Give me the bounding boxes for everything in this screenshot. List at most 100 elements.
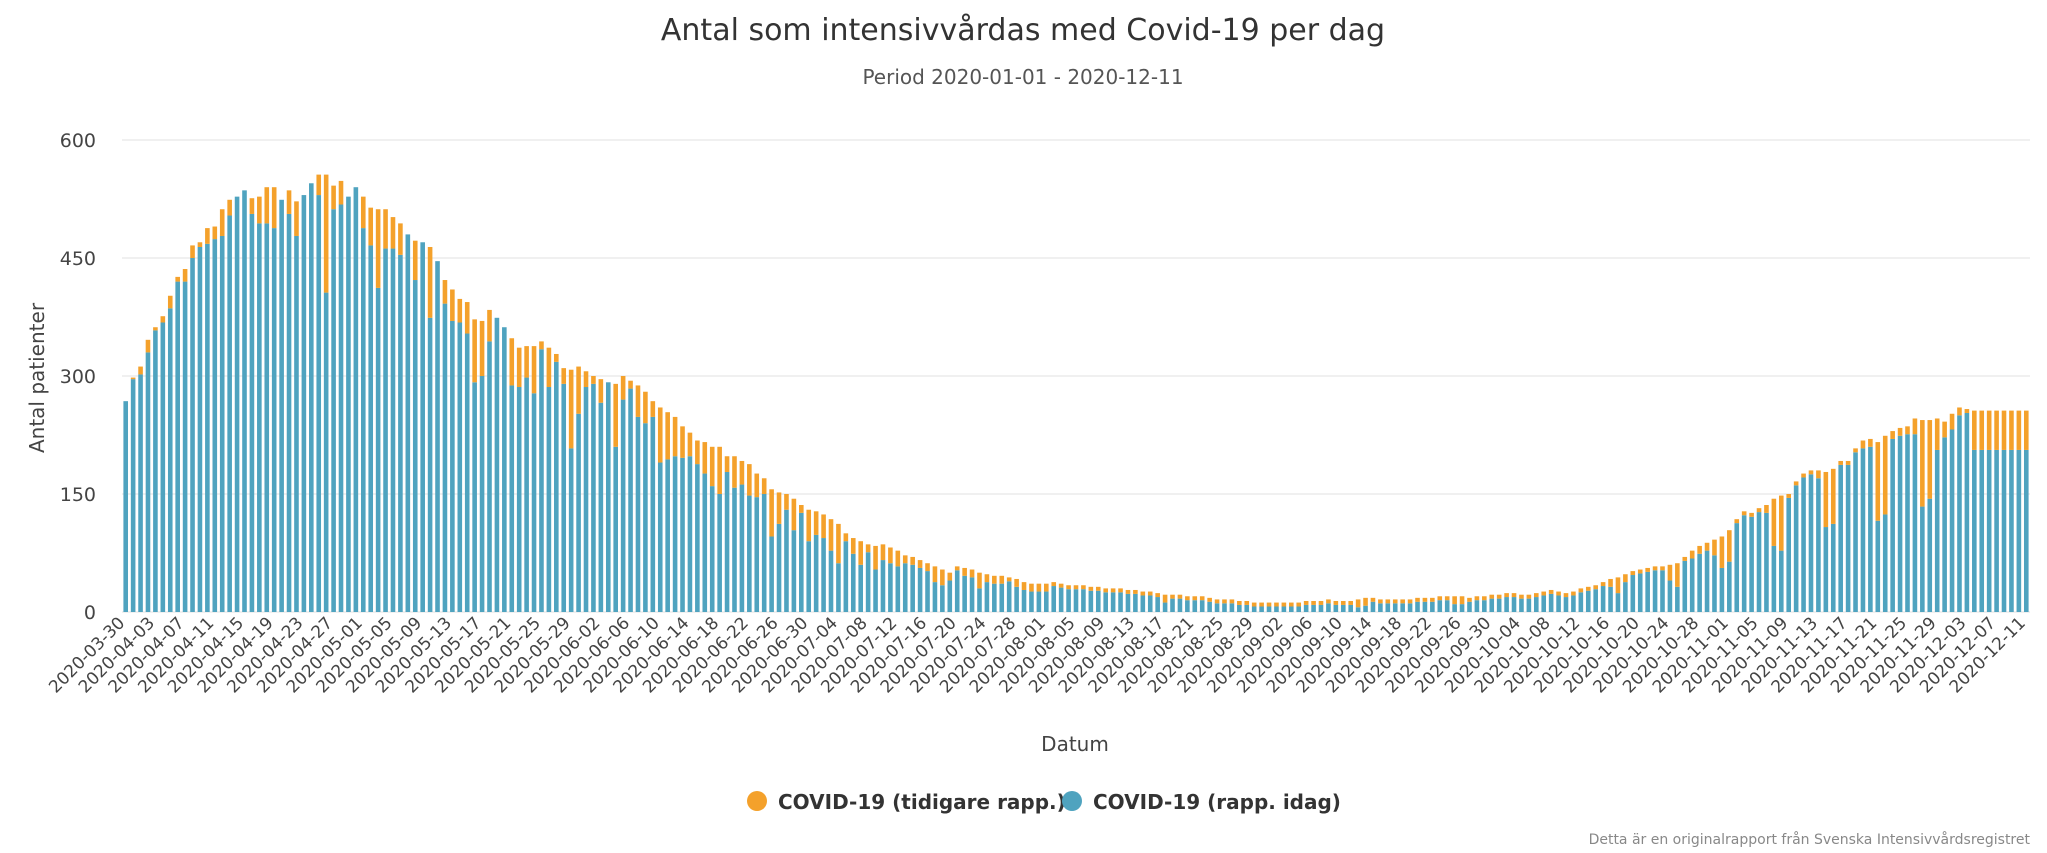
bar-today[interactable] [398, 254, 403, 612]
bar-earlier[interactable] [665, 412, 670, 460]
bar-today[interactable] [828, 550, 834, 612]
bar-earlier[interactable] [1972, 410, 1977, 450]
bar-today[interactable] [880, 560, 886, 612]
bar-earlier[interactable] [1370, 597, 1376, 602]
bar-today[interactable] [1185, 600, 1190, 612]
bar-earlier[interactable] [791, 498, 797, 531]
bar-today[interactable] [657, 462, 663, 612]
bar-today[interactable] [1422, 601, 1428, 612]
bar-today[interactable] [1162, 602, 1168, 612]
bar-earlier[interactable] [1318, 600, 1324, 605]
bar-earlier[interactable] [1363, 597, 1368, 606]
bar-earlier[interactable] [969, 569, 975, 578]
bar-earlier[interactable] [1801, 473, 1806, 478]
bar-earlier[interactable] [1786, 494, 1792, 498]
bar-today[interactable] [227, 215, 232, 612]
bar-today[interactable] [457, 322, 463, 612]
bar-earlier[interactable] [1281, 602, 1287, 607]
bar-earlier[interactable] [1311, 600, 1316, 605]
bar-today[interactable] [984, 582, 990, 612]
bar-today[interactable] [1355, 607, 1361, 612]
bar-earlier[interactable] [1511, 593, 1517, 598]
bar-earlier[interactable] [598, 379, 604, 403]
bar-earlier[interactable] [1749, 512, 1754, 517]
bar-today[interactable] [2001, 449, 2007, 612]
bar-earlier[interactable] [516, 347, 522, 388]
bar-today[interactable] [1704, 550, 1710, 612]
bar-today[interactable] [264, 223, 270, 612]
bar-earlier[interactable] [1392, 599, 1398, 604]
bar-earlier[interactable] [1095, 586, 1101, 591]
bar-earlier[interactable] [657, 407, 663, 463]
bar-today[interactable] [1615, 593, 1621, 612]
bar-earlier[interactable] [910, 556, 915, 565]
bar-today[interactable] [732, 487, 737, 612]
bar-today[interactable] [1868, 446, 1873, 612]
bar-earlier[interactable] [1704, 542, 1710, 551]
bar-today[interactable] [1905, 434, 1910, 612]
bar-today[interactable] [1623, 582, 1628, 612]
bar-today[interactable] [1237, 604, 1242, 612]
bar-earlier[interactable] [1073, 585, 1079, 590]
bar-today[interactable] [1385, 603, 1391, 612]
bar-today[interactable] [309, 183, 314, 612]
bar-today[interactable] [435, 261, 440, 612]
bar-today[interactable] [910, 564, 915, 612]
bar-today[interactable] [509, 385, 515, 612]
bar-earlier[interactable] [257, 196, 262, 224]
bar-earlier[interactable] [784, 494, 789, 510]
bar-today[interactable] [1882, 514, 1888, 612]
bar-earlier[interactable] [1675, 563, 1680, 587]
bar-earlier[interactable] [383, 209, 388, 249]
bar-earlier[interactable] [1979, 410, 1985, 450]
bar-earlier[interactable] [1185, 596, 1190, 601]
bar-today[interactable] [286, 213, 292, 612]
bar-earlier[interactable] [591, 376, 596, 384]
bar-earlier[interactable] [1162, 594, 1168, 603]
bar-today[interactable] [1860, 448, 1866, 612]
bar-earlier[interactable] [1489, 594, 1495, 599]
bar-earlier[interactable] [1355, 599, 1361, 608]
bar-earlier[interactable] [1147, 591, 1153, 596]
bar-earlier[interactable] [1957, 407, 1962, 416]
bar-today[interactable] [1058, 587, 1064, 612]
bar-today[interactable] [1437, 600, 1443, 612]
bar-today[interactable] [977, 588, 982, 612]
bar-earlier[interactable] [1237, 600, 1242, 605]
bar-earlier[interactable] [197, 242, 203, 247]
bar-today[interactable] [717, 494, 722, 612]
bar-today[interactable] [1719, 567, 1725, 612]
bar-earlier[interactable] [635, 385, 641, 417]
bar-earlier[interactable] [450, 289, 455, 321]
bar-earlier[interactable] [739, 460, 745, 485]
bar-today[interactable] [1548, 593, 1554, 612]
bar-today[interactable] [1155, 597, 1160, 612]
bar-earlier[interactable] [1816, 470, 1821, 479]
bar-today[interactable] [383, 248, 388, 612]
bar-earlier[interactable] [902, 555, 908, 564]
bar-today[interactable] [680, 457, 685, 612]
bar-earlier[interactable] [1326, 599, 1331, 604]
bar-earlier[interactable] [1155, 593, 1160, 598]
bar-earlier[interactable] [249, 198, 255, 214]
bar-today[interactable] [709, 486, 715, 612]
bar-earlier[interactable] [865, 544, 871, 553]
bar-today[interactable] [1051, 586, 1057, 612]
bar-today[interactable] [761, 494, 767, 612]
bar-today[interactable] [1326, 603, 1331, 612]
bar-today[interactable] [1207, 601, 1212, 612]
bar-earlier[interactable] [1771, 498, 1777, 546]
bar-today[interactable] [1095, 590, 1101, 612]
bar-today[interactable] [784, 509, 789, 612]
bar-earlier[interactable] [264, 187, 270, 224]
bar-today[interactable] [1318, 604, 1324, 612]
bar-earlier[interactable] [1608, 578, 1613, 587]
bar-today[interactable] [836, 563, 841, 612]
bar-earlier[interactable] [1519, 594, 1524, 599]
bar-today[interactable] [1259, 606, 1264, 612]
bar-today[interactable] [613, 446, 618, 612]
bar-earlier[interactable] [1459, 596, 1465, 605]
bar-today[interactable] [769, 536, 774, 612]
bar-earlier[interactable] [390, 217, 396, 249]
bar-today[interactable] [1853, 452, 1858, 612]
